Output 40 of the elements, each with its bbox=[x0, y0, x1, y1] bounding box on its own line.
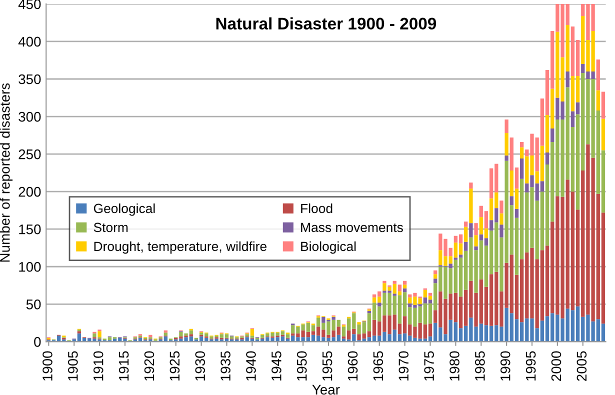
x-tick-label: 1965 bbox=[373, 351, 384, 381]
y-tick-label: 400 bbox=[18, 36, 41, 47]
x-tick-label: 1970 bbox=[398, 351, 409, 381]
x-tick-label: 1905 bbox=[68, 351, 78, 381]
x-tick-label: 2000 bbox=[551, 351, 562, 381]
x-tick-label: 2005 bbox=[576, 351, 587, 381]
x-tick-label: 1935 bbox=[220, 351, 230, 381]
legend-label: Biological bbox=[301, 241, 356, 254]
x-tick-label: 1920 bbox=[144, 351, 154, 381]
y-tick-label: 150 bbox=[19, 224, 41, 234]
x-tick-label: 1980 bbox=[450, 351, 460, 381]
x-tick-label: 1925 bbox=[170, 351, 180, 381]
legend-label: Mass movements bbox=[301, 222, 403, 232]
x-tick-label: 1955 bbox=[322, 351, 332, 381]
x-tick-label: 1915 bbox=[118, 351, 129, 381]
x-tick-label: 1910 bbox=[93, 351, 104, 381]
x-tick-label: 1940 bbox=[246, 351, 256, 381]
x-tick-label: 1975 bbox=[424, 351, 434, 381]
x-tick-label: 1995 bbox=[526, 351, 536, 381]
legend-label: Flood bbox=[301, 203, 332, 214]
x-tick-label: 1930 bbox=[195, 351, 206, 381]
x-tick-label: 1985 bbox=[475, 351, 485, 381]
y-tick-label: 50 bbox=[26, 299, 41, 310]
text: Natural Disaster 1900 - 2009 bbox=[216, 17, 436, 30]
y-tick-label: 300 bbox=[18, 112, 41, 122]
legend-label: Storm bbox=[94, 222, 128, 232]
x-tick-label: 1900 bbox=[42, 351, 52, 381]
x-tick-label: 1960 bbox=[348, 351, 358, 381]
x-axis-title: Year bbox=[312, 384, 340, 395]
y-tick-label: 250 bbox=[18, 149, 41, 160]
y-tick-label: 350 bbox=[18, 74, 41, 84]
x-tick-label: 1945 bbox=[272, 351, 282, 381]
legend-label: Drought, temperature, wildfire bbox=[94, 241, 266, 254]
y-tick-label: 200 bbox=[18, 186, 41, 197]
y-tick-label: 0 bbox=[34, 337, 41, 347]
y-tick-label: 100 bbox=[19, 262, 41, 272]
y-axis-title: Number of reported disasters bbox=[0, 83, 13, 262]
legend-label: Geological bbox=[94, 203, 155, 216]
x-tick-label: 1950 bbox=[296, 351, 307, 381]
x-tick-label: 1990 bbox=[500, 351, 510, 381]
